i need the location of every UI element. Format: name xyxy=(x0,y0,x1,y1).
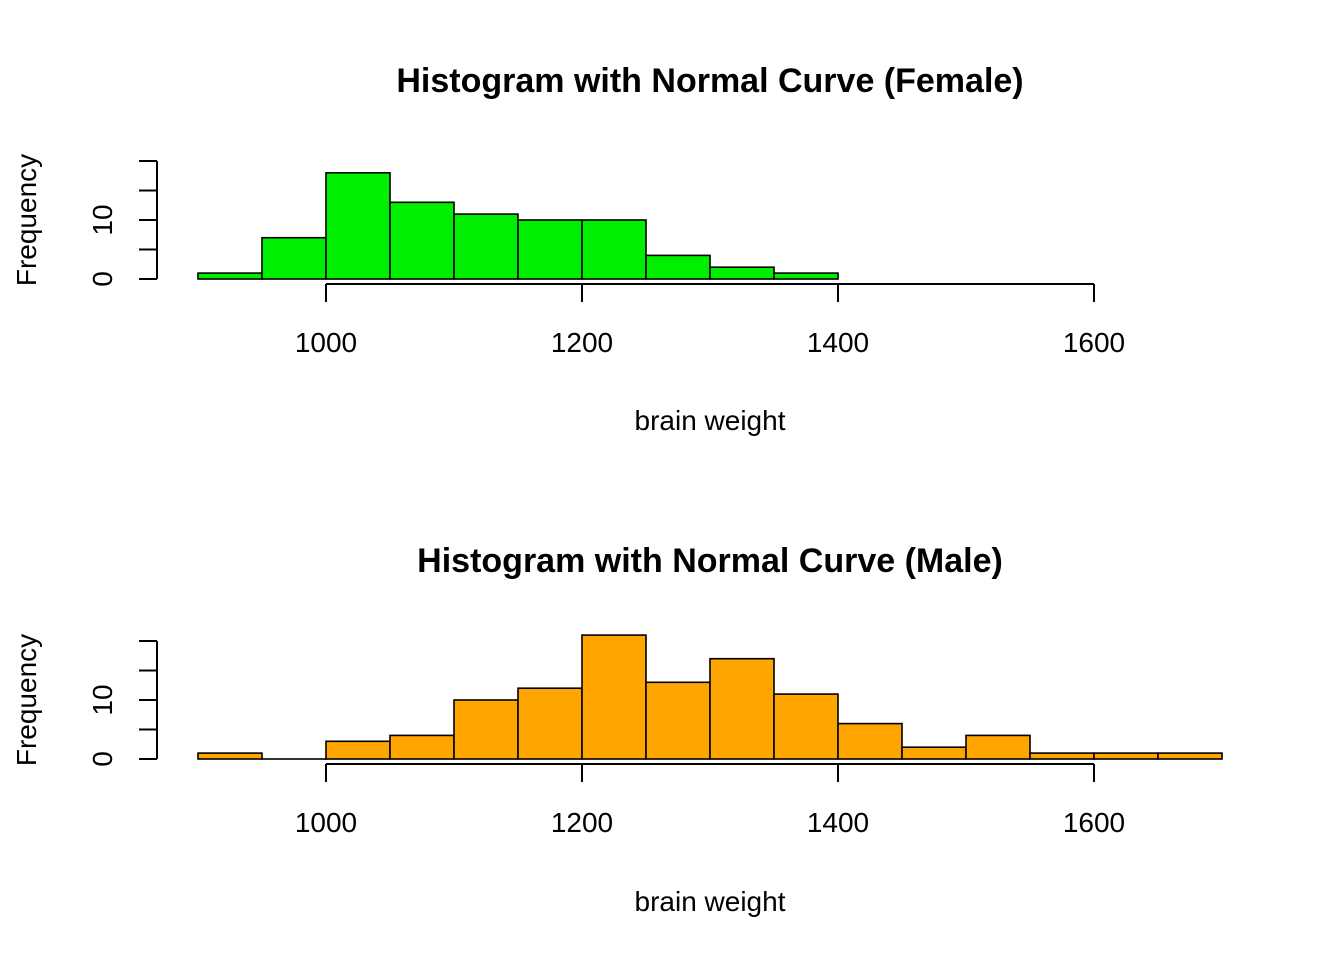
histogram-bar xyxy=(901,746,967,760)
histogram-bar xyxy=(709,266,775,280)
bars-group xyxy=(197,172,839,280)
chart-title: Histogram with Normal Curve (Male) xyxy=(417,542,1003,580)
histogram-bar xyxy=(517,219,583,280)
male-histogram-panel: Histogram with Normal Curve (Male) brain… xyxy=(11,542,1223,917)
histogram-bar xyxy=(773,272,839,280)
x-tick-label: 1400 xyxy=(807,807,869,838)
histogram-bar xyxy=(645,681,711,760)
x-tick-label: 1000 xyxy=(295,327,357,358)
x-axis: 1000 1200 1400 1600 xyxy=(295,763,1125,838)
histogram-bar xyxy=(1029,752,1095,760)
x-tick-label: 1000 xyxy=(295,807,357,838)
chart-title: Histogram with Normal Curve (Female) xyxy=(396,62,1023,100)
histogram-bar xyxy=(1157,752,1223,760)
histogram-bar xyxy=(325,740,391,760)
histogram-bar xyxy=(389,734,455,760)
x-tick-label: 1200 xyxy=(551,327,613,358)
bars-group xyxy=(197,634,1223,760)
x-axis-label: brain weight xyxy=(635,405,786,436)
histogram-bar xyxy=(197,752,263,760)
x-tick-label: 1200 xyxy=(551,807,613,838)
x-tick-label: 1400 xyxy=(807,327,869,358)
histogram-bar xyxy=(453,213,519,280)
histogram-bar xyxy=(773,693,839,760)
histogram-bar xyxy=(965,734,1031,760)
histogram-bar xyxy=(325,172,391,280)
histogram-bar xyxy=(709,657,775,760)
y-axis: 0 10 xyxy=(87,160,158,287)
histogram-bar xyxy=(581,634,647,760)
y-tick-label: 10 xyxy=(87,204,118,235)
histogram-bar xyxy=(261,236,327,280)
y-tick-label: 0 xyxy=(87,751,118,767)
female-histogram-panel: Histogram with Normal Curve (Female) bra… xyxy=(11,62,1125,436)
histogram-bar xyxy=(837,722,903,760)
histogram-bar xyxy=(581,219,647,280)
histogram-bar xyxy=(453,699,519,760)
histogram-bar xyxy=(389,201,455,280)
y-axis: 0 10 xyxy=(87,640,158,767)
x-axis: 1000 1200 1400 1600 xyxy=(295,283,1125,358)
x-tick-label: 1600 xyxy=(1063,807,1125,838)
y-axis-label: Frequency xyxy=(11,634,42,766)
histogram-bar xyxy=(1093,752,1159,760)
y-tick-label: 0 xyxy=(87,271,118,287)
x-tick-label: 1600 xyxy=(1063,327,1125,358)
x-axis-label: brain weight xyxy=(635,886,786,917)
y-tick-label: 10 xyxy=(87,684,118,715)
y-axis-label: Frequency xyxy=(11,154,42,286)
histogram-bar xyxy=(517,687,583,760)
histogram-bar xyxy=(645,254,711,280)
histogram-bar xyxy=(197,272,263,280)
